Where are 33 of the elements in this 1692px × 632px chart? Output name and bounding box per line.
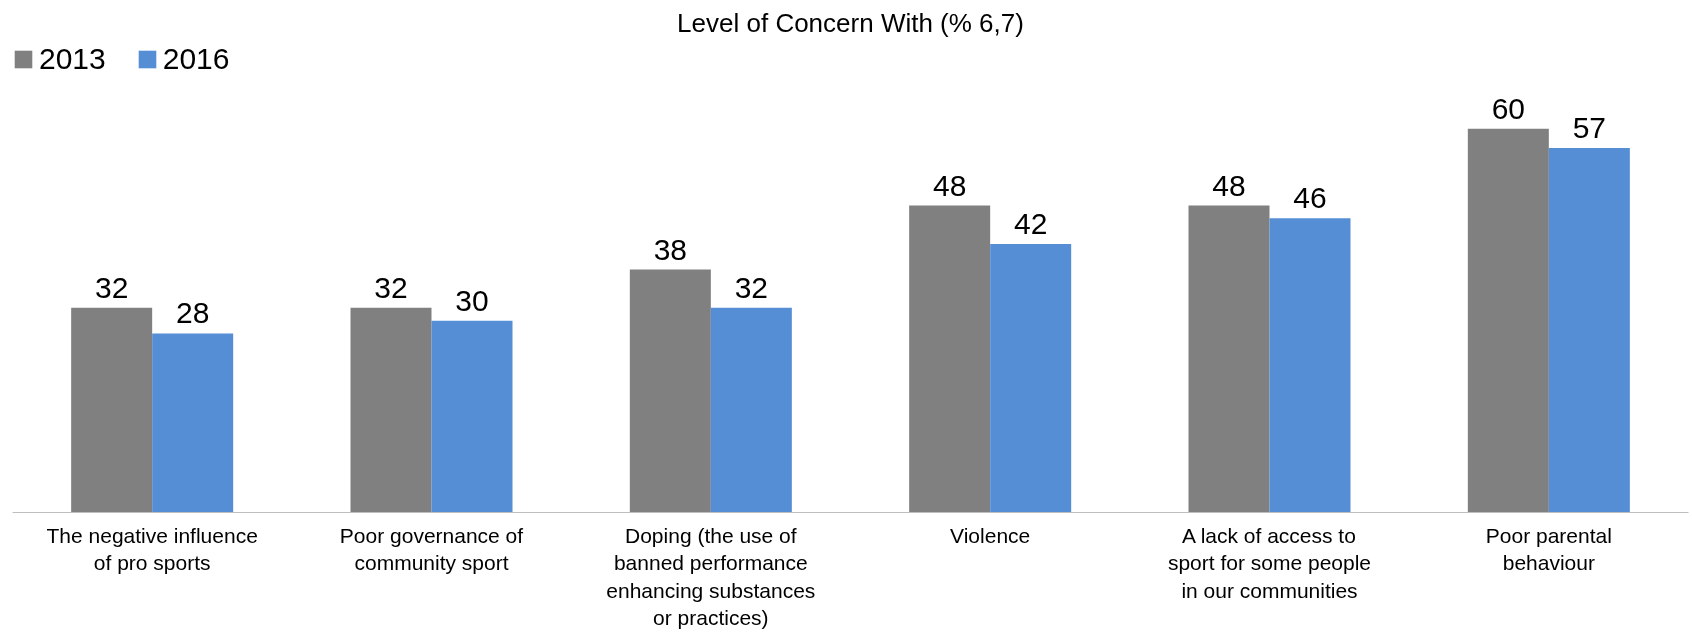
- x-tick-label: Poor governance of community sport: [339, 523, 524, 575]
- x-tick-label: The negative influence of pro sports: [46, 523, 258, 575]
- bar: [710, 307, 792, 513]
- data-label: 28: [175, 296, 210, 330]
- bar: [990, 243, 1072, 513]
- data-label: 32: [734, 270, 769, 304]
- data-label: 60: [1491, 91, 1526, 125]
- data-label: 57: [1572, 111, 1607, 145]
- chart-title: Level of Concern With (% 6,7): [677, 7, 1024, 38]
- x-tick-label: Doping (the use of banned performance enhancing substances or practices): [606, 523, 816, 630]
- bar: [1548, 148, 1630, 513]
- data-label: 38: [653, 232, 688, 266]
- x-tick-label: Poor parental behaviour: [1485, 523, 1612, 575]
- data-label: 30: [455, 283, 489, 317]
- data-label: 42: [1013, 206, 1048, 240]
- bar: [1269, 218, 1351, 513]
- bar: [431, 320, 513, 513]
- legend-label: 2013: [39, 42, 106, 76]
- legend-label: 2016: [162, 42, 230, 76]
- data-label: 32: [374, 270, 408, 304]
- data-label: 48: [1212, 168, 1246, 202]
- x-tick-label: Violence: [950, 523, 1031, 547]
- bar: [909, 205, 991, 513]
- data-label: 32: [94, 270, 129, 304]
- x-tick-label: A lack of access to sport for some people in our communities: [1167, 523, 1372, 602]
- bar: [71, 307, 153, 513]
- data-label: 48: [932, 168, 967, 202]
- data-label: 46: [1293, 181, 1327, 215]
- bar: [629, 269, 711, 513]
- bar: [350, 307, 432, 513]
- bar: [152, 333, 234, 513]
- bar: [1467, 128, 1549, 513]
- bar: [1188, 205, 1270, 513]
